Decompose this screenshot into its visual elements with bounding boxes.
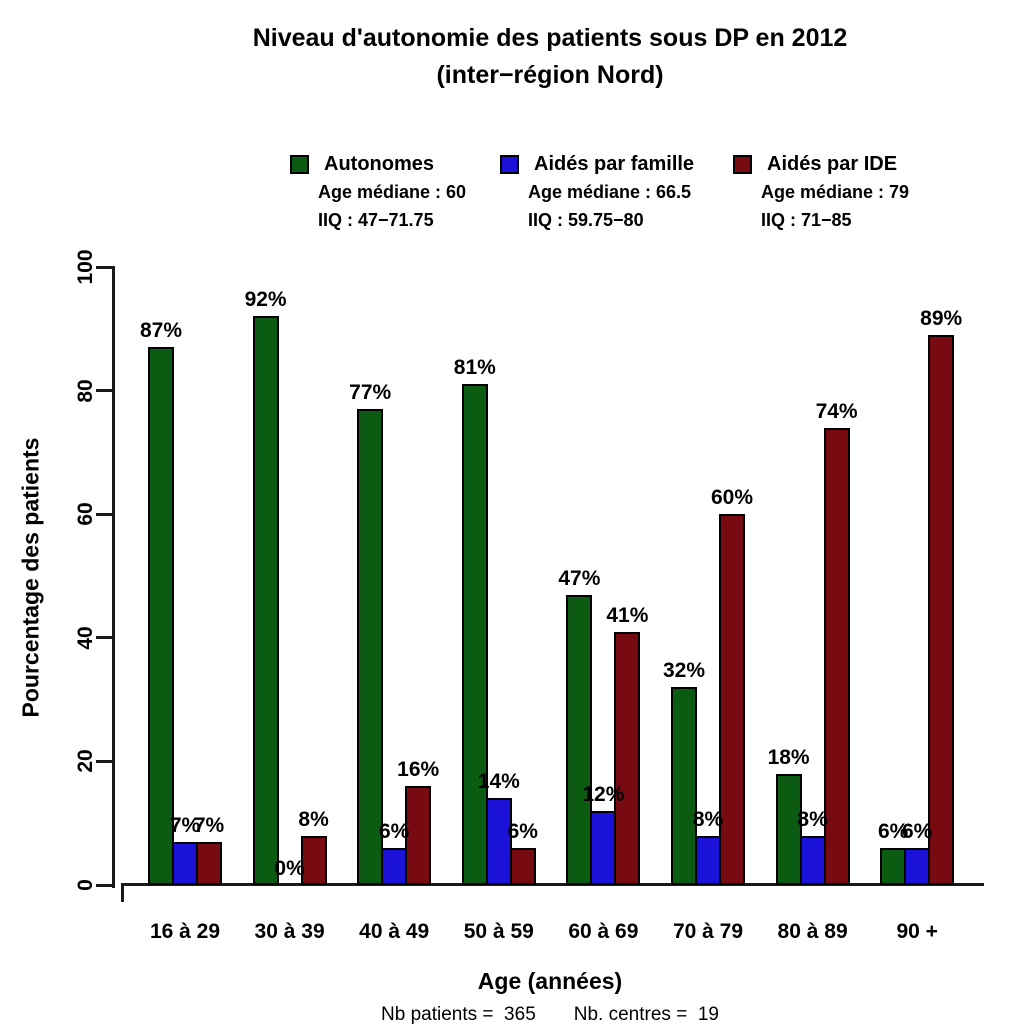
bar-value-label: 74% xyxy=(815,399,858,423)
legend-swatch-ide xyxy=(733,154,752,174)
y-tick-label: 20 xyxy=(74,749,97,774)
bar-value-label: 47% xyxy=(558,566,601,590)
bar-famille xyxy=(590,810,617,885)
bar-ide xyxy=(509,847,536,885)
bar-value-label: 92% xyxy=(244,288,287,312)
legend-head: Autonomes xyxy=(290,150,466,178)
bar-ide xyxy=(823,427,850,885)
bar-autonomes xyxy=(461,384,488,885)
bar-famille xyxy=(381,847,408,885)
bar-value-label: 0% xyxy=(274,857,305,880)
nb-patients-text: Nb patients = 365 xyxy=(381,1004,536,1025)
y-tick-label: 100 xyxy=(74,249,97,285)
bar-value-label: 60% xyxy=(710,486,754,510)
x-category-label: 40 à 49 xyxy=(359,920,430,943)
bar-value-label: 81% xyxy=(453,356,496,380)
x-category-label: 16 à 29 xyxy=(149,920,221,943)
bar-value-label: 32% xyxy=(662,659,706,683)
chart-subtitle: (inter−région Nord) xyxy=(436,61,664,89)
footer-note: Nb patients = 365 Nb. centres = 19 xyxy=(86,1004,1014,1026)
bar-value-label: 41% xyxy=(606,603,649,627)
y-tick xyxy=(96,636,113,640)
bar-value-label: 6% xyxy=(878,819,909,843)
bar-famille xyxy=(695,835,721,885)
bar-value-label: 7% xyxy=(169,813,201,837)
y-tick-label: 60 xyxy=(74,502,97,526)
legend-iiq-autonomes: IIQ : 47−71.75 xyxy=(318,210,434,230)
chart-title: Niveau d'autonomie des patients sous DP … xyxy=(252,24,848,52)
bar-autonomes xyxy=(671,687,697,885)
legend-head: Aidés par IDE xyxy=(733,150,909,178)
legend-label-famille: Aidés par famille xyxy=(534,152,695,175)
bar-autonomes xyxy=(252,316,279,885)
y-axis-title: Pourcentage des patients xyxy=(14,270,48,884)
bar-value-label: 12% xyxy=(582,782,625,806)
bar-autonomes xyxy=(566,594,593,885)
bar-famille xyxy=(904,847,931,885)
legend-swatch-autonomes xyxy=(290,154,309,174)
y-tick-label: 80 xyxy=(74,378,97,403)
x-category-label: 60 à 69 xyxy=(568,920,639,943)
bar-value-label: 8% xyxy=(797,807,828,831)
bar-famille xyxy=(485,798,512,885)
legend-iiq-ide: IIQ : 71−85 xyxy=(761,210,852,230)
bar-value-label: 8% xyxy=(298,807,329,831)
y-axis-line xyxy=(112,266,115,888)
bar-autonomes xyxy=(775,773,802,885)
y-tick-label: 40 xyxy=(74,626,97,650)
bar-autonomes xyxy=(880,847,907,885)
bar-value-label: 14% xyxy=(477,770,520,794)
bar-ide xyxy=(300,835,327,885)
y-tick xyxy=(96,883,113,887)
x-axis-title: Age (années) xyxy=(477,968,623,994)
bar-famille xyxy=(172,841,198,885)
bar-value-label: 18% xyxy=(767,745,810,769)
bar-ide xyxy=(405,786,432,885)
legend-item-famille: Aidés par famille Age médiane : 66.5 IIQ… xyxy=(500,150,694,234)
legend-label-autonomes: Autonomes xyxy=(324,152,434,175)
bar-value-label: 6% xyxy=(507,819,538,843)
bar-value-label: 89% xyxy=(920,306,963,330)
bar-value-label: 16% xyxy=(397,758,440,782)
x-category-label: 90 + xyxy=(896,920,938,943)
bar-ide xyxy=(928,334,955,885)
y-tick-label: 0 xyxy=(74,879,97,891)
y-axis-title-text: Pourcentage des patients xyxy=(17,437,44,717)
x-category-label: 80 à 89 xyxy=(777,920,848,943)
x-category-label: 70 à 79 xyxy=(672,920,744,943)
legend-age-mediane-autonomes: Age médiane : 60 xyxy=(318,182,467,202)
bar-value-label: 87% xyxy=(139,319,183,343)
bar-value-label: 6% xyxy=(902,819,933,843)
legend-head: Aidés par famille xyxy=(500,150,694,178)
legend-swatch-famille xyxy=(500,154,519,174)
legend-age-mediane-ide: Age médiane : 79 xyxy=(761,182,910,202)
bar-value-label: 7% xyxy=(193,813,225,837)
y-tick xyxy=(96,512,113,516)
x-category-label: 30 à 39 xyxy=(254,920,325,943)
legend-item-ide: Aidés par IDE Age médiane : 79 IIQ : 71−… xyxy=(733,150,909,234)
legend-iiq-famille: IIQ : 59.75−80 xyxy=(528,210,644,230)
legend-age-mediane-famille: Age médiane : 66.5 xyxy=(528,182,692,202)
bar-value-label: 6% xyxy=(379,819,410,843)
x-origin-tick xyxy=(121,886,124,902)
bar-famille xyxy=(799,835,826,885)
bar-value-label: 77% xyxy=(349,381,392,405)
bar-autonomes xyxy=(148,347,174,885)
x-axis-line xyxy=(121,883,984,886)
x-category-label: 50 à 59 xyxy=(463,920,534,943)
bar-autonomes xyxy=(357,409,384,885)
y-tick xyxy=(96,265,113,269)
nb-centres-text: Nb. centres = 19 xyxy=(573,1004,719,1025)
legend-item-autonomes: Autonomes Age médiane : 60 IIQ : 47−71.7… xyxy=(290,150,466,234)
bar-ide xyxy=(196,841,222,885)
y-tick xyxy=(96,389,113,393)
y-tick xyxy=(96,759,113,763)
bar-ide xyxy=(614,631,641,885)
bar-ide xyxy=(719,514,745,885)
legend-label-ide: Aidés par IDE xyxy=(767,152,898,175)
bar-value-label: 8% xyxy=(692,807,724,831)
